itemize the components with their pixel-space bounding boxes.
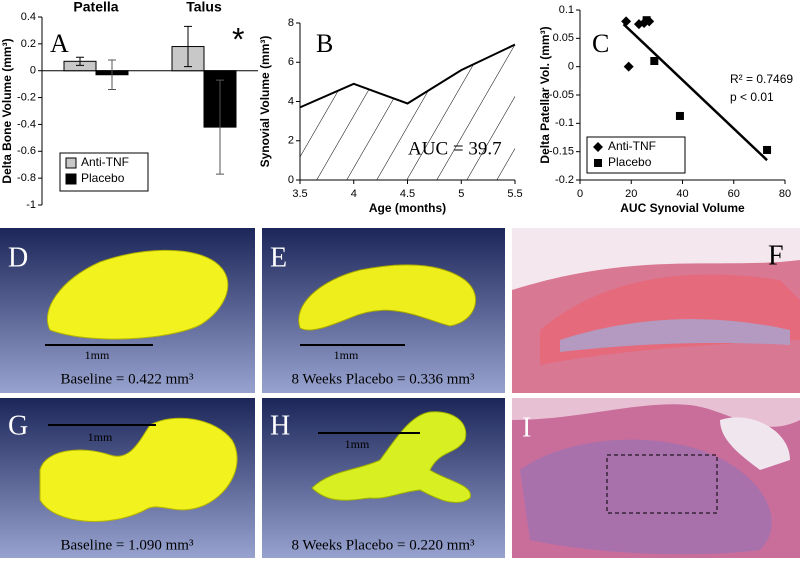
y-tick-label: -0.05 bbox=[549, 89, 574, 101]
trendline bbox=[622, 23, 768, 162]
point bbox=[763, 145, 772, 154]
legend-swatch bbox=[65, 173, 77, 185]
annotation: AUC = 39.7 bbox=[408, 138, 502, 159]
panel-i: I bbox=[512, 398, 800, 558]
panel-f: F bbox=[512, 228, 800, 393]
tissue bbox=[512, 228, 800, 290]
y-tick-label: -0.8 bbox=[17, 172, 36, 184]
panel-label: I bbox=[522, 412, 531, 443]
point bbox=[675, 111, 684, 120]
legend-box bbox=[586, 136, 686, 174]
error-bar bbox=[108, 59, 116, 91]
y-tick-label: -0.1 bbox=[555, 117, 574, 129]
y-tick-label: 4 bbox=[288, 95, 294, 107]
annotation: A bbox=[50, 29, 69, 58]
y-tick-label: 2 bbox=[288, 135, 294, 147]
annotation: * bbox=[232, 21, 244, 57]
caption: Baseline = 1.090 mm³ bbox=[61, 537, 194, 553]
category-label: Patella bbox=[73, 0, 118, 15]
bone-render bbox=[46, 249, 229, 340]
y-tick-label: 0.4 bbox=[21, 11, 36, 23]
x-tick-label: 4 bbox=[351, 188, 357, 200]
panel-label: H bbox=[270, 410, 290, 441]
panel-label: E bbox=[270, 242, 287, 273]
panel-d: 1mm Baseline = 0.422 mm³ D bbox=[0, 228, 255, 393]
point bbox=[621, 16, 632, 27]
tissue bbox=[720, 417, 790, 470]
auc-area bbox=[300, 44, 515, 181]
annotation: C bbox=[592, 29, 609, 58]
x-tick-label: 60 bbox=[728, 188, 740, 200]
panel-e: 1mm 8 Weeks Placebo = 0.336 mm³ E bbox=[262, 228, 505, 393]
y-tick-label: -0.6 bbox=[17, 145, 36, 157]
bone-render bbox=[298, 264, 477, 331]
tissue bbox=[560, 319, 790, 352]
panel-label: D bbox=[8, 242, 28, 273]
y-tick-label: -0.15 bbox=[549, 146, 574, 158]
y-tick-label: 0 bbox=[30, 65, 36, 77]
error-bar bbox=[184, 25, 192, 68]
x-tick-label: 20 bbox=[625, 188, 637, 200]
panel-h: 1mm 8 Weeks Placebo = 0.220 mm³ H bbox=[262, 398, 505, 558]
y-tick-label: 0.05 bbox=[553, 32, 574, 44]
scale-label: 1mm bbox=[88, 430, 113, 444]
line bbox=[299, 43, 516, 109]
caption: Baseline = 0.422 mm³ bbox=[61, 371, 194, 387]
legend-marker bbox=[593, 142, 603, 152]
error-bar bbox=[76, 56, 84, 66]
y-axis-label: Delta Bone Volume (mm³) bbox=[0, 38, 14, 183]
caption: 8 Weeks Placebo = 0.220 mm³ bbox=[291, 537, 475, 553]
x-axis-label: Age (months) bbox=[369, 201, 446, 215]
x-tick-label: 4.5 bbox=[400, 188, 415, 200]
y-tick-label: 0 bbox=[568, 61, 574, 73]
y-tick-label: 8 bbox=[288, 17, 294, 29]
tissue bbox=[512, 398, 800, 427]
x-tick-label: 40 bbox=[676, 188, 688, 200]
y-tick-label: -0.2 bbox=[17, 91, 36, 103]
annotation: R² = 0.7469 bbox=[730, 72, 793, 86]
y-tick-label: -1 bbox=[26, 199, 36, 211]
panel-label: G bbox=[8, 410, 28, 441]
legend-swatch bbox=[65, 157, 77, 169]
point bbox=[650, 57, 659, 65]
annotation: p < 0.01 bbox=[730, 90, 774, 104]
panel-g: 1mm Baseline = 1.090 mm³ G bbox=[0, 398, 255, 558]
x-tick-label: 5 bbox=[458, 188, 464, 200]
tissue bbox=[520, 439, 772, 555]
legend-label: Placebo bbox=[81, 171, 125, 185]
y-tick-label: -0.4 bbox=[17, 118, 36, 130]
x-axis-label: AUC Synovial Volume bbox=[620, 201, 745, 215]
panel-label: F bbox=[768, 240, 784, 271]
legend-label: Placebo bbox=[608, 155, 652, 169]
legend-label: Anti-TNF bbox=[608, 139, 656, 153]
x-tick-label: 0 bbox=[577, 188, 583, 200]
scale-label: 1mm bbox=[334, 348, 359, 362]
scale-label: 1mm bbox=[85, 348, 110, 362]
error-bar bbox=[216, 79, 224, 175]
y-axis-label: Synovial Volume (mm³) bbox=[258, 36, 272, 168]
y-tick-label: 0.2 bbox=[21, 38, 36, 50]
bone-render bbox=[39, 417, 238, 522]
point bbox=[623, 61, 634, 72]
legend-label: Anti-TNF bbox=[81, 155, 129, 169]
y-axis-label: Delta Patellar Vol. (mm³) bbox=[538, 26, 552, 163]
point bbox=[642, 16, 651, 25]
x-tick-label: 3.5 bbox=[292, 188, 307, 200]
y-tick-label: -0.2 bbox=[555, 174, 574, 186]
legend-box bbox=[59, 152, 149, 192]
annotation: B bbox=[316, 29, 333, 58]
category-label: Talus bbox=[186, 0, 222, 15]
y-tick-label: 0 bbox=[288, 174, 294, 186]
x-tick-label: 5.5 bbox=[507, 188, 522, 200]
bone-render bbox=[311, 411, 471, 504]
x-tick-label: 80 bbox=[779, 188, 791, 200]
scale-label: 1mm bbox=[345, 437, 370, 451]
y-tick-label: 6 bbox=[288, 56, 294, 68]
legend-marker bbox=[594, 159, 602, 167]
y-tick-label: 0.1 bbox=[559, 4, 574, 16]
caption: 8 Weeks Placebo = 0.336 mm³ bbox=[291, 371, 475, 387]
